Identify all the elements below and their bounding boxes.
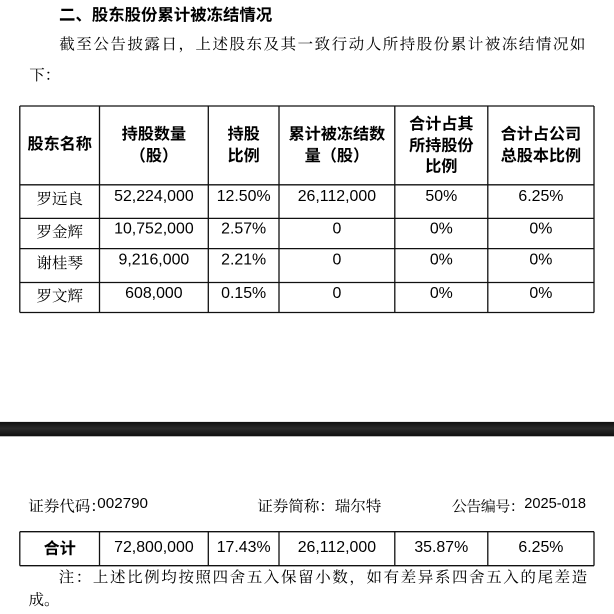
svg-text:26,112,000: 26,112,000 xyxy=(298,539,377,556)
svg-text:0: 0 xyxy=(332,221,341,238)
svg-text:52,224,000: 52,224,000 xyxy=(114,188,194,205)
svg-text:608,000: 608,000 xyxy=(125,285,183,302)
svg-text:0%: 0% xyxy=(529,251,552,268)
svg-text:0.15%: 0.15% xyxy=(221,285,266,302)
svg-text:9,216,000: 9,216,000 xyxy=(119,251,190,268)
svg-text:10,752,000: 10,752,000 xyxy=(114,221,194,238)
svg-text:35.87%: 35.87% xyxy=(414,539,468,556)
svg-text:12.50%: 12.50% xyxy=(217,188,271,205)
svg-text:0%: 0% xyxy=(430,221,453,238)
svg-text:0%: 0% xyxy=(430,251,453,268)
svg-text:002790: 002790 xyxy=(97,495,148,512)
svg-text:2025-018: 2025-018 xyxy=(524,496,586,512)
svg-text:0%: 0% xyxy=(529,285,552,302)
svg-text:2.57%: 2.57% xyxy=(221,221,266,238)
svg-text:2.21%: 2.21% xyxy=(221,251,266,268)
svg-text:0: 0 xyxy=(332,285,341,302)
svg-text:50%: 50% xyxy=(425,188,457,205)
svg-text:17.43%: 17.43% xyxy=(217,539,271,556)
svg-text:72,800,000: 72,800,000 xyxy=(114,539,194,556)
svg-text:26,112,000: 26,112,000 xyxy=(298,188,377,205)
svg-text:0%: 0% xyxy=(529,221,552,238)
svg-text:0%: 0% xyxy=(430,285,453,302)
svg-text:6.25%: 6.25% xyxy=(518,188,563,205)
svg-text:0: 0 xyxy=(332,251,341,268)
svg-text:6.25%: 6.25% xyxy=(518,539,563,556)
